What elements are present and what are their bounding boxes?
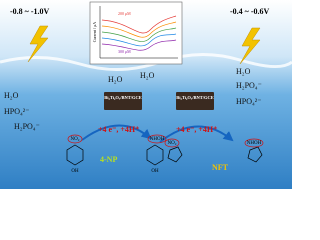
electrode bbox=[104, 92, 142, 110]
lightning-bolt bbox=[27, 25, 49, 63]
inset-chart: Current / μA 200 μM 300 μM bbox=[89, 1, 183, 65]
reaction-label: +4 e⁻, +4H⁺ bbox=[176, 125, 217, 134]
species-label: H₂O bbox=[4, 91, 19, 100]
species-label: H₂PO₄⁻ bbox=[236, 81, 262, 90]
furan-ring bbox=[167, 146, 183, 163]
inset-axis-label: Current / μA bbox=[92, 22, 97, 42]
species-label: H₂O bbox=[108, 75, 123, 84]
highlight bbox=[164, 138, 180, 148]
compound-name: NFT bbox=[212, 163, 229, 172]
electrode-label: Bi₂Ti₂O₇/BNT/GCE bbox=[104, 95, 141, 100]
highlight bbox=[147, 134, 167, 144]
graphic: -0.8 ~ -1.0V -0.4 ~ -0.6V Current / μA 2… bbox=[0, 0, 292, 189]
species-label: H₂O bbox=[236, 67, 251, 76]
electrode-label: Bi₂Ti₂O₇/BNT/GCE bbox=[176, 95, 213, 100]
group-label: NHOH bbox=[150, 137, 165, 142]
compound-name: 4-NP bbox=[100, 155, 117, 164]
highlight bbox=[67, 134, 83, 144]
group-label: NHOH bbox=[247, 141, 262, 146]
reaction-arrow bbox=[159, 125, 234, 143]
group-label: NO₂ bbox=[71, 137, 80, 142]
benzene-ring bbox=[146, 144, 164, 166]
species-label: HPO₄²⁻ bbox=[236, 97, 261, 106]
reaction-label: +4 e⁻, +4H⁺ bbox=[98, 125, 139, 134]
group-label: NO₂ bbox=[168, 141, 177, 146]
species-label: HPO₄²⁻ bbox=[4, 107, 29, 116]
benzene-ring bbox=[66, 144, 84, 166]
furan-ring bbox=[247, 146, 263, 163]
potential-label: -0.8 ~ -1.0V bbox=[10, 7, 49, 16]
reaction-arrow bbox=[81, 124, 152, 141]
species-label: H₂O bbox=[140, 71, 155, 80]
highlight bbox=[244, 138, 264, 148]
inset-label: 300 μM bbox=[118, 49, 131, 54]
lightning-bolt bbox=[239, 27, 261, 65]
potential-label: -0.4 ~ -0.6V bbox=[230, 7, 269, 16]
species-label: H₂PO₄⁻ bbox=[14, 122, 40, 131]
group-label: OH bbox=[151, 169, 159, 174]
inset-label: 200 μM bbox=[118, 11, 131, 16]
electrode bbox=[176, 92, 214, 110]
group-label: OH bbox=[71, 169, 79, 174]
